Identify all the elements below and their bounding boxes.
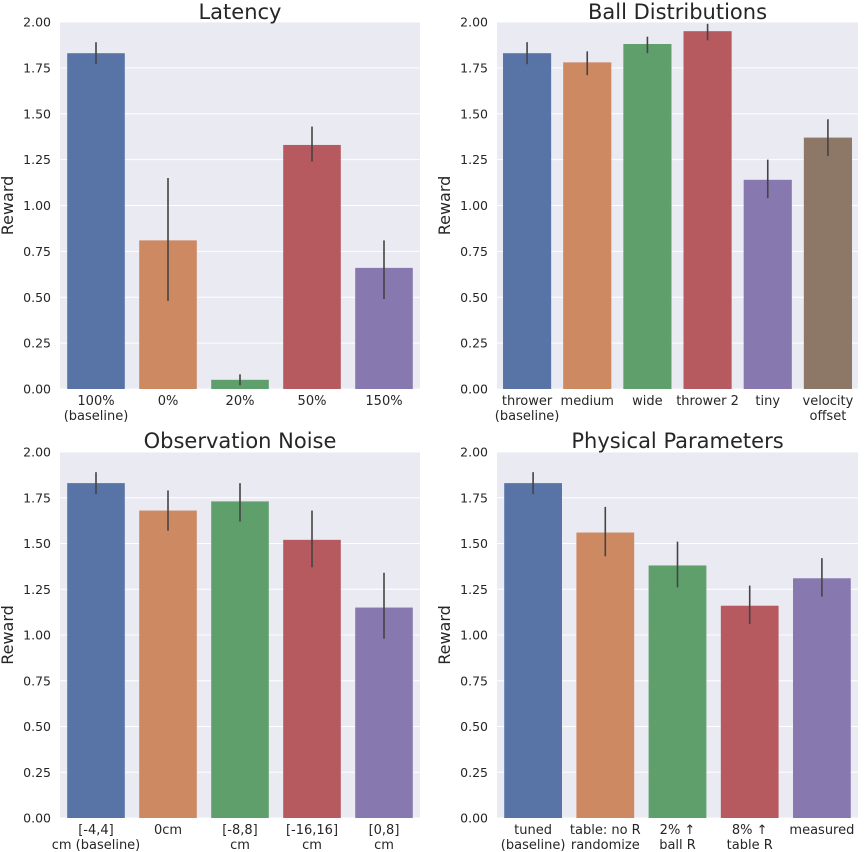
x-tick-label: 8% ↑ table R: [727, 823, 773, 852]
x-tick-label: 0%: [158, 394, 179, 409]
bar: [283, 539, 341, 818]
x-tick-label: thrower (baseline): [495, 394, 560, 424]
bar: [504, 483, 562, 818]
y-tick-label: 2.00: [23, 15, 51, 30]
y-tick-label: 0.50: [23, 719, 51, 734]
y-tick-label: 1.00: [23, 198, 51, 213]
ball-distributions-chart: 0.00 0.25 0.50 0.75 1.00 1.25 1.50 1.75 2.00 thro…: [435, 0, 858, 424]
y-tick-label: 1.75: [460, 490, 488, 505]
y-tick-label: 1.50: [460, 536, 488, 551]
y-tick-label: 0.75: [460, 244, 488, 259]
y-tick-label: 0.00: [460, 382, 488, 397]
x-tick-label: 50%: [298, 394, 327, 409]
y-tick-label: 0.50: [460, 719, 488, 734]
y-axis-label: Reward: [435, 176, 454, 236]
x-tick-label: [-4,4] cm (baseline): [52, 823, 141, 852]
y-tick-label: 0.25: [460, 765, 488, 780]
y-axis-label: Reward: [0, 176, 17, 236]
y-tick-label: 1.25: [460, 152, 488, 167]
y-tick-label: 1.00: [23, 628, 51, 643]
x-tick-label: 20%: [226, 394, 255, 409]
y-tick-label: 0.75: [23, 673, 51, 688]
y-axis-label: Reward: [435, 605, 454, 665]
y-tick-label: 0.50: [23, 290, 51, 305]
y-axis-label: Reward: [0, 605, 17, 665]
bar: [803, 137, 852, 389]
x-tick-label: velocity offset: [803, 394, 854, 424]
y-tick-label: 1.50: [23, 536, 51, 551]
y-tick-label: 1.75: [460, 60, 488, 75]
bar: [623, 44, 672, 390]
x-tick-label: tiny: [755, 394, 780, 409]
bar: [211, 501, 269, 818]
x-tick-label: 150%: [365, 394, 402, 409]
y-tick-label: 2.00: [460, 15, 488, 30]
chart-title: Ball Distributions: [588, 0, 767, 24]
chart-title: Observation Noise: [144, 429, 337, 453]
x-tick-label: medium: [561, 394, 614, 409]
bar: [139, 510, 197, 818]
y-tick-label: 0.75: [460, 673, 488, 688]
y-tick-label: 1.75: [23, 490, 51, 505]
bar: [648, 565, 707, 818]
x-tick-label: [-16,16] cm: [286, 823, 338, 852]
y-tick-label: 1.50: [460, 106, 488, 121]
bar: [67, 483, 125, 818]
y-tick-label: 0.25: [460, 336, 488, 351]
y-tick-label: 1.00: [460, 198, 488, 213]
y-tick-label: 0.25: [23, 765, 51, 780]
y-tick-label: 1.50: [23, 106, 51, 121]
bar: [503, 53, 552, 389]
x-tick-label: 0cm: [154, 823, 182, 838]
bar: [576, 532, 635, 818]
y-tick-label: 0.00: [23, 382, 51, 397]
y-tick-label: 2.00: [460, 445, 488, 460]
bar: [67, 53, 125, 389]
chart-title: Latency: [198, 0, 281, 24]
y-tick-label: 1.25: [460, 582, 488, 597]
bar: [563, 62, 612, 390]
y-tick-label: 0.00: [460, 811, 488, 826]
x-tick-label: 100% (baseline): [64, 394, 129, 424]
bar: [720, 605, 779, 818]
observation-noise-chart: 0.00 0.25 0.50 0.75 1.00 1.25 1.50 1.75 2.00 [-4,…: [0, 429, 420, 852]
chart-title: Physical Parameters: [571, 429, 783, 453]
x-tick-label: wide: [632, 394, 663, 409]
y-tick-label: 1.25: [23, 582, 51, 597]
y-tick-label: 1.25: [23, 152, 51, 167]
bar: [355, 607, 413, 818]
bar: [683, 31, 732, 390]
y-tick-label: 0.50: [460, 290, 488, 305]
y-tick-label: 0.00: [23, 811, 51, 826]
y-tick-label: 1.00: [460, 628, 488, 643]
latency-chart: 0.00 0.25 0.50 0.75 1.00 1.25 1.50 1.75 2.00 100%…: [0, 0, 420, 424]
x-tick-label: [-8,8] cm: [222, 823, 258, 852]
x-tick-label: thrower 2: [676, 394, 739, 409]
y-tick-label: 0.25: [23, 336, 51, 351]
x-tick-label: tuned (baseline): [501, 823, 566, 852]
bar: [283, 144, 341, 389]
y-tick-label: 1.75: [23, 60, 51, 75]
physical-parameters-chart: 0.00 0.25 0.50 0.75 1.00 1.25 1.50 1.75 2.00 tune…: [435, 429, 858, 852]
bar: [743, 179, 792, 389]
y-tick-label: 2.00: [23, 445, 51, 460]
x-tick-label: [0,8] cm: [369, 823, 400, 852]
y-tick-label: 0.75: [23, 244, 51, 259]
bar: [793, 578, 851, 818]
x-tick-label: measured: [789, 823, 854, 838]
x-tick-label: 2% ↑ ball R: [659, 823, 696, 852]
